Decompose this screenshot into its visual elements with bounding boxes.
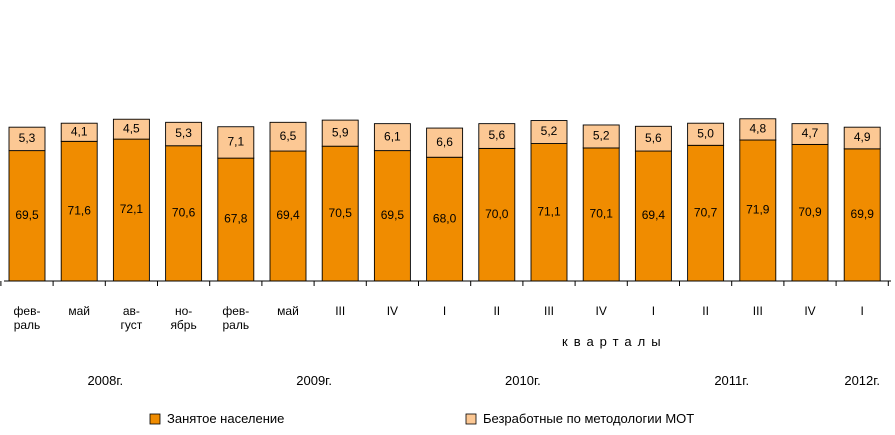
x-tick-label: I (443, 304, 446, 318)
data-label-employed: 71,1 (537, 204, 561, 218)
x-tick-label: но- (175, 304, 192, 318)
bar-employed (739, 139, 777, 282)
year-label: 2012г. (844, 373, 880, 388)
data-label-unemployed: 7,1 (227, 135, 244, 149)
data-label-unemployed: 4,9 (854, 130, 871, 144)
data-label-employed: 69,5 (381, 208, 405, 222)
bar-unemployed (426, 127, 464, 158)
x-tick-label: май (68, 304, 90, 318)
bar-unemployed (687, 122, 725, 146)
data-label-employed: 70,0 (485, 207, 509, 221)
bar-unemployed (217, 126, 255, 159)
data-label-unemployed: 5,9 (332, 125, 349, 139)
data-label-employed: 72,1 (120, 202, 144, 216)
data-label-employed: 70,1 (590, 207, 614, 221)
bar-unemployed (791, 123, 829, 145)
data-label-unemployed: 5,2 (593, 129, 610, 143)
data-label-unemployed: 4,1 (71, 124, 88, 138)
bar-unemployed (582, 124, 620, 149)
data-label-unemployed: 5,0 (697, 126, 714, 140)
data-label-unemployed: 5,3 (19, 131, 36, 145)
legend-label-employed: Занятое население (167, 411, 284, 426)
bar-unemployed (478, 123, 516, 149)
year-label: 2008г. (87, 373, 123, 388)
legend-label-unemployed: Безработные по методологии МОТ (483, 411, 694, 426)
bar-unemployed (165, 121, 203, 147)
data-label-employed: 70,7 (694, 205, 718, 219)
x-tick-label: III (753, 304, 763, 318)
x-tick-label: IV (596, 304, 607, 318)
bar-employed (582, 147, 620, 282)
data-label-unemployed: 6,6 (436, 135, 453, 149)
bar-unemployed (60, 122, 98, 142)
bar-employed (269, 150, 307, 282)
data-label-employed: 69,9 (851, 207, 875, 221)
bar-employed (530, 143, 568, 282)
data-label-unemployed: 4,7 (802, 126, 819, 140)
legend-swatch-unemployed (465, 413, 477, 425)
x-tick-label: май (277, 304, 299, 318)
year-labels: 2008г. 2009г. 2010г. 2011г. 2012г. (87, 373, 880, 388)
bar-unemployed (634, 125, 672, 152)
x-tick-label: IV (804, 304, 815, 318)
bar-employed (634, 150, 672, 282)
data-label-unemployed: 6,1 (384, 129, 401, 143)
data-label-unemployed: 6,5 (280, 129, 297, 143)
year-label: 2009г. (296, 373, 332, 388)
quarters-label: кварталы (562, 334, 667, 349)
legend-swatch-employed (149, 413, 161, 425)
data-label-employed: 69,4 (642, 208, 666, 222)
x-tick-label: густ (121, 318, 143, 332)
x-tick-label: фев- (222, 304, 249, 318)
legend: Занятое население Безработные по методол… (149, 411, 694, 426)
data-label-employed: 70,6 (172, 206, 196, 220)
x-tick-label: раль (14, 318, 41, 332)
data-label-employed: 69,4 (276, 208, 300, 222)
data-label-unemployed: 4,8 (749, 122, 766, 136)
x-tick-label: III (335, 304, 345, 318)
bar-unemployed (269, 121, 307, 152)
x-tick-label: раль (222, 318, 249, 332)
data-label-employed: 67,8 (224, 212, 248, 226)
x-tick-label: ав- (123, 304, 140, 318)
data-label-employed: 71,6 (68, 203, 92, 217)
data-label-employed: 71,9 (746, 203, 770, 217)
x-tick-label: II (493, 304, 500, 318)
data-label-unemployed: 4,5 (123, 121, 140, 135)
x-tick-label: I (652, 304, 655, 318)
x-tick-label: IV (387, 304, 398, 318)
data-label-unemployed: 5,6 (488, 128, 505, 142)
data-label-employed: 70,9 (798, 205, 822, 219)
data-label-unemployed: 5,6 (645, 131, 662, 145)
bar-unemployed (112, 118, 150, 140)
bars-layer: 69,5 5,3 71,6 4,1 72,1 4,5 70,6 5,3 67,8 7,1 69,4 6… (8, 118, 881, 282)
bar-employed (112, 138, 150, 282)
bar-unemployed (321, 119, 359, 147)
x-tick-label: фев- (14, 304, 41, 318)
bar-employed (373, 150, 411, 282)
data-label-employed: 68,0 (433, 211, 457, 225)
bar-unemployed (530, 120, 568, 144)
year-label: 2010г. (505, 373, 541, 388)
data-label-employed: 70,5 (329, 206, 353, 220)
bar-employed (843, 148, 881, 282)
bar-unemployed (739, 118, 777, 141)
x-tick-label: I (861, 304, 864, 318)
bar-employed (687, 144, 725, 282)
bar-unemployed (8, 126, 46, 152)
x-axis (0, 280, 891, 286)
x-tick-label: III (544, 304, 554, 318)
bar-unemployed (373, 123, 411, 152)
x-tick-label: II (702, 304, 709, 318)
data-label-employed: 69,5 (15, 208, 39, 222)
data-label-unemployed: 5,3 (175, 126, 192, 140)
bar-unemployed (843, 126, 881, 150)
data-label-unemployed: 5,2 (541, 124, 558, 138)
year-label: 2011г. (714, 373, 749, 388)
bar-employed (8, 150, 46, 282)
x-tick-label: ябрь (170, 318, 196, 332)
